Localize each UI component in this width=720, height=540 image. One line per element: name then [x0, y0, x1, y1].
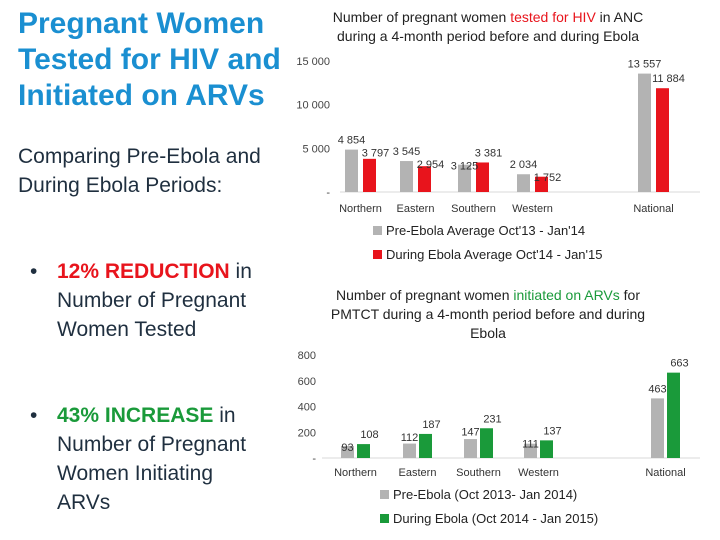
bar-during-ebola: [476, 162, 489, 192]
data-label: 2 034: [510, 159, 538, 171]
chart-title-part: Number of pregnant: [335, 287, 465, 303]
bullet-highlight: 12% REDUCTION: [57, 260, 230, 283]
category-label: Southern: [451, 203, 496, 215]
bar-during-ebola: [363, 158, 376, 192]
y-tick-label: -: [326, 187, 330, 199]
chart-title-highlight: initiated on ARVs: [513, 287, 620, 303]
data-label: 187: [422, 419, 440, 431]
category-label: Northern: [334, 467, 377, 479]
y-tick-label: 10 000: [296, 100, 330, 112]
bar-pre-ebola: [458, 164, 471, 192]
bar-pre-ebola: [638, 73, 651, 192]
data-label: 112: [401, 432, 419, 444]
data-label: 3 381: [475, 147, 503, 159]
legend-label: During Ebola (Oct 2014 - Jan 2015): [393, 511, 598, 526]
bar-pre-ebola: [517, 174, 530, 192]
bullet-text: in Number of Pregnant Women Tested: [57, 260, 252, 341]
data-label: 3 545: [393, 146, 421, 158]
y-tick-label: 400: [298, 402, 316, 414]
data-label: 663: [670, 358, 688, 370]
chart-title-highlight: tested for HIV: [510, 9, 596, 25]
data-label: 137: [543, 425, 561, 437]
category-label: National: [645, 467, 685, 479]
data-label: 463: [648, 383, 666, 395]
bar-pre-ebola: [345, 149, 358, 192]
data-label: 4 854: [338, 135, 366, 147]
data-label: 93: [341, 442, 353, 454]
data-label: 111: [522, 438, 539, 450]
slide-title: Pregnant Women Tested for HIV and Initia…: [18, 7, 281, 112]
bar-during-ebola: [656, 88, 669, 192]
data-label: 147: [461, 426, 479, 438]
data-label: 108: [360, 429, 378, 441]
bar-during-ebola: [419, 433, 432, 458]
category-label: National: [633, 203, 673, 215]
bullet-marker: •: [30, 260, 38, 283]
data-label: 1 752: [534, 172, 562, 184]
bullet-text: in Number of Pregnant Women Initiating A…: [57, 404, 247, 514]
category-label: Southern: [456, 467, 501, 479]
y-tick-label: -: [312, 453, 316, 465]
bar-pre-ebola: [403, 443, 416, 458]
bar-pre-ebola: [651, 398, 664, 458]
category-label: Eastern: [397, 203, 435, 215]
data-label: 3 797: [362, 148, 390, 160]
legend-label: Pre-Ebola (Oct 2013- Jan 2014): [393, 487, 577, 502]
chart-title-part: in ANC during a 4-month period before an…: [337, 9, 644, 44]
bar-pre-ebola: [400, 161, 413, 192]
y-tick-label: 200: [298, 427, 316, 439]
y-tick-label: 15 000: [296, 56, 330, 68]
bar-pre-ebola: [341, 446, 354, 458]
category-label: Eastern: [399, 467, 437, 479]
chart-title-part: pregnant women: [402, 9, 511, 25]
chart-title-part: for PMTCT during a 4-month period before…: [330, 287, 646, 341]
bar-during-ebola: [357, 444, 370, 458]
legend-swatch-pre: [380, 490, 389, 499]
category-label: Northern: [339, 203, 382, 215]
bar-during-ebola: [418, 166, 431, 192]
legend-swatch-pre: [373, 226, 382, 235]
bar-during-ebola: [480, 428, 493, 458]
bullet-marker: •: [30, 404, 38, 427]
chart-title-part: Number of: [332, 9, 402, 25]
bar-pre-ebola: [464, 439, 477, 458]
y-tick-label: 600: [298, 376, 316, 388]
legend-label: During Ebola Average Oct'14 - Jan'15: [386, 247, 602, 262]
chart-title-part: women: [464, 287, 514, 303]
legend-label: Pre-Ebola Average Oct'13 - Jan'14: [386, 223, 585, 238]
chart-title-tested: Number of pregnant women tested for HIV …: [318, 8, 658, 46]
y-tick-label: 5 000: [302, 143, 330, 155]
data-label: 231: [483, 413, 501, 425]
data-label: 3 125: [451, 160, 479, 172]
bar-during-ebola: [540, 440, 553, 458]
data-label: 13 557: [628, 59, 662, 71]
category-label: Western: [512, 203, 553, 215]
legend-swatch-during: [373, 250, 382, 259]
bullet-highlight: 43% INCREASE: [57, 404, 214, 427]
slide-subtitle: Comparing Pre-Ebola and During Ebola Per…: [18, 145, 261, 197]
legend-swatch-during: [380, 514, 389, 523]
data-label: 11 884: [652, 73, 685, 85]
bar-during-ebola: [667, 372, 680, 458]
bar-during-ebola: [535, 176, 548, 192]
data-label: 2 954: [417, 159, 445, 171]
bar-pre-ebola: [524, 443, 537, 458]
y-tick-label: 800: [298, 350, 316, 362]
chart-title-arv: Number of pregnant women initiated on AR…: [318, 286, 658, 343]
category-label: Western: [518, 467, 559, 479]
